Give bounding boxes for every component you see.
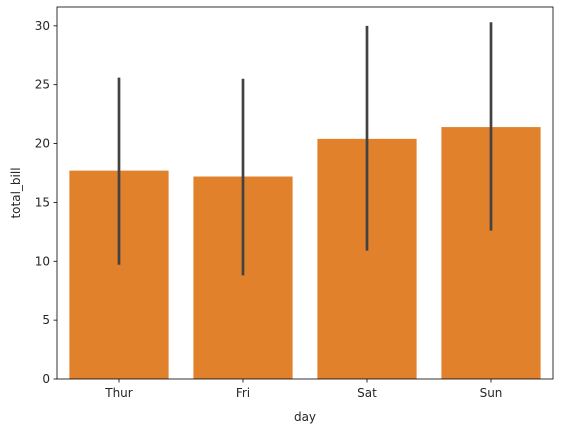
x-tick-label-thur: Thur — [104, 386, 133, 400]
x-axis-label: day — [294, 410, 316, 424]
x-tick-label-sat: Sat — [357, 386, 377, 400]
y-tick-label: 20 — [35, 137, 50, 151]
y-tick-label: 25 — [35, 78, 50, 92]
x-tick-label-fri: Fri — [236, 386, 250, 400]
y-tick-label: 15 — [35, 195, 50, 209]
error-bars-group — [117, 22, 493, 276]
plot-frame — [56, 6, 554, 380]
y-axis: 0 5 10 15 20 25 30 — [35, 19, 57, 386]
y-tick-label: 30 — [35, 19, 50, 33]
x-tick-label-sun: Sun — [480, 386, 503, 400]
x-axis: Thur Fri Sat Sun — [104, 379, 502, 400]
y-tick-label: 5 — [42, 313, 50, 327]
y-tick-label: 10 — [35, 254, 50, 268]
y-tick-label: 0 — [42, 372, 50, 386]
y-axis-label: total_bill — [9, 167, 23, 218]
